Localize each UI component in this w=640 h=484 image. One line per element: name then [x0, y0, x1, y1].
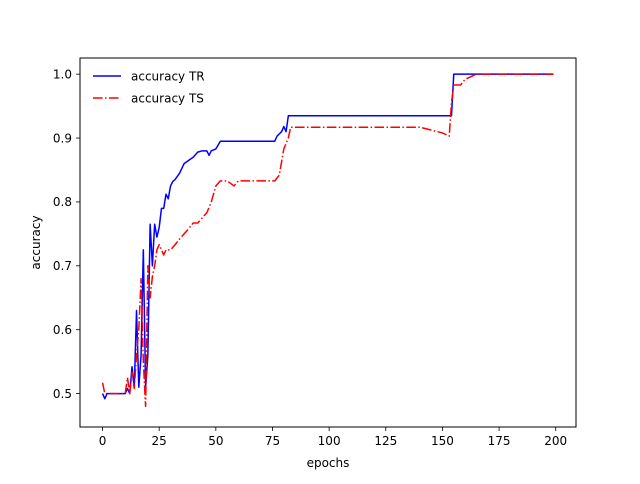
x-tick-label: 0 [99, 434, 107, 448]
x-tick-label: 75 [265, 434, 280, 448]
series-layer [101, 73, 554, 408]
x-tick-label: 50 [208, 434, 223, 448]
y-axis-ticks: 0.5 0.6 0.7 0.8 0.9 1.0 [53, 67, 80, 401]
series-line-accuracy-ts [101, 73, 554, 408]
y-tick-label: 0.7 [53, 259, 72, 273]
x-tick-label: 150 [431, 434, 454, 448]
x-tick-label: 175 [488, 434, 511, 448]
legend-label: accuracy TR [131, 69, 205, 83]
plot-frame [79, 57, 577, 428]
x-axis-ticks: 0 25 50 75 100 125 150 175 200 [99, 427, 567, 448]
y-tick-label: 0.6 [53, 323, 72, 337]
y-tick-label: 0.5 [53, 387, 72, 401]
y-tick-label: 0.9 [53, 131, 72, 145]
y-tick-label: 1.0 [53, 67, 72, 81]
x-tick-label: 25 [152, 434, 167, 448]
x-axis-label: epochs [307, 456, 350, 470]
y-tick-label: 0.8 [53, 195, 72, 209]
legend: accuracy TR accuracy TS [93, 69, 205, 105]
x-tick-label: 125 [374, 434, 397, 448]
legend-label: accuracy TS [131, 91, 204, 105]
x-tick-label: 100 [318, 434, 341, 448]
y-axis-label: accuracy [29, 215, 43, 269]
x-tick-label: 200 [544, 434, 567, 448]
series-line-accuracy-tr [101, 73, 554, 400]
